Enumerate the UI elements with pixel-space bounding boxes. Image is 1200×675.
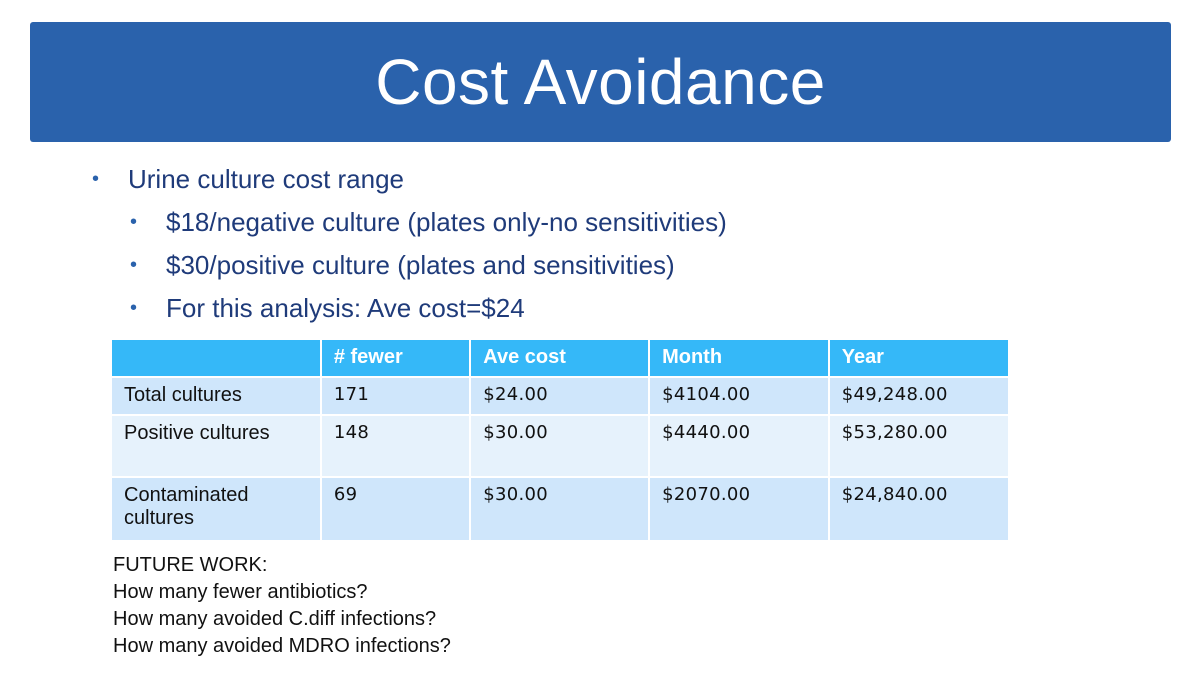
bullet-sub-text: $18/negative culture (plates only-no sen… (166, 207, 727, 237)
table-header-cell: # fewer (319, 338, 472, 378)
bullet-sub-analysis: • For this analysis: Ave cost=$24 (130, 292, 525, 324)
future-work-notes: FUTURE WORK: How many fewer antibiotics?… (113, 552, 451, 660)
bullet-dot-icon: • (130, 297, 138, 319)
table-cell: $49,248.00 (827, 376, 1011, 416)
title-bar: Cost Avoidance (30, 22, 1171, 142)
table-header-cell (110, 338, 322, 378)
future-work-line: How many fewer antibiotics? (113, 581, 368, 603)
table-cell-label: Total cultures (110, 376, 322, 416)
table-cell: $2070.00 (648, 476, 830, 542)
future-work-heading: FUTURE WORK: (113, 554, 268, 576)
table-header-row: # fewer Ave cost Month Year (110, 338, 1011, 378)
bullet-dot-icon: • (130, 254, 138, 276)
table-cell: 171 (319, 376, 472, 416)
future-work-line: How many avoided MDRO infections? (113, 635, 451, 657)
table-cell: $24,840.00 (827, 476, 1011, 542)
table-header-cell: Ave cost (469, 338, 651, 378)
table-row: Positive cultures 148 $30.00 $4440.00 $5… (110, 414, 1011, 478)
table-cell: $24.00 (469, 376, 651, 416)
bullet-sub-text: For this analysis: Ave cost=$24 (166, 293, 525, 323)
table-cell: $4440.00 (648, 414, 830, 478)
table-cell: 148 (319, 414, 472, 478)
table-cell: $30.00 (469, 414, 651, 478)
table-cell-label: Contaminated cultures (110, 476, 322, 542)
slide-title: Cost Avoidance (375, 46, 826, 118)
table-header-cell: Year (827, 338, 1011, 378)
bullet-main: • Urine culture cost range (92, 163, 405, 195)
bullet-dot-icon: • (130, 211, 138, 233)
table-row: Total cultures 171 $24.00 $4104.00 $49,2… (110, 376, 1011, 416)
table-cell: 69 (319, 476, 472, 542)
table-cell: $53,280.00 (827, 414, 1011, 478)
future-work-line: How many avoided C.diff infections? (113, 608, 437, 630)
bullet-sub-positive: • $30/positive culture (plates and sensi… (130, 249, 675, 281)
bullet-sub-negative: • $18/negative culture (plates only-no s… (130, 206, 727, 238)
bullet-sub-text: $30/positive culture (plates and sensiti… (166, 250, 675, 280)
bullet-main-text: Urine culture cost range (128, 164, 405, 194)
table-header-cell: Month (648, 338, 830, 378)
table-cell: $4104.00 (648, 376, 830, 416)
table-cell-label: Positive cultures (110, 414, 322, 478)
table-cell: $30.00 (469, 476, 651, 542)
cost-table: # fewer Ave cost Month Year Total cultur… (110, 338, 1011, 542)
bullet-dot-icon: • (92, 168, 100, 190)
table-row: Contaminated cultures 69 $30.00 $2070.00… (110, 476, 1011, 542)
